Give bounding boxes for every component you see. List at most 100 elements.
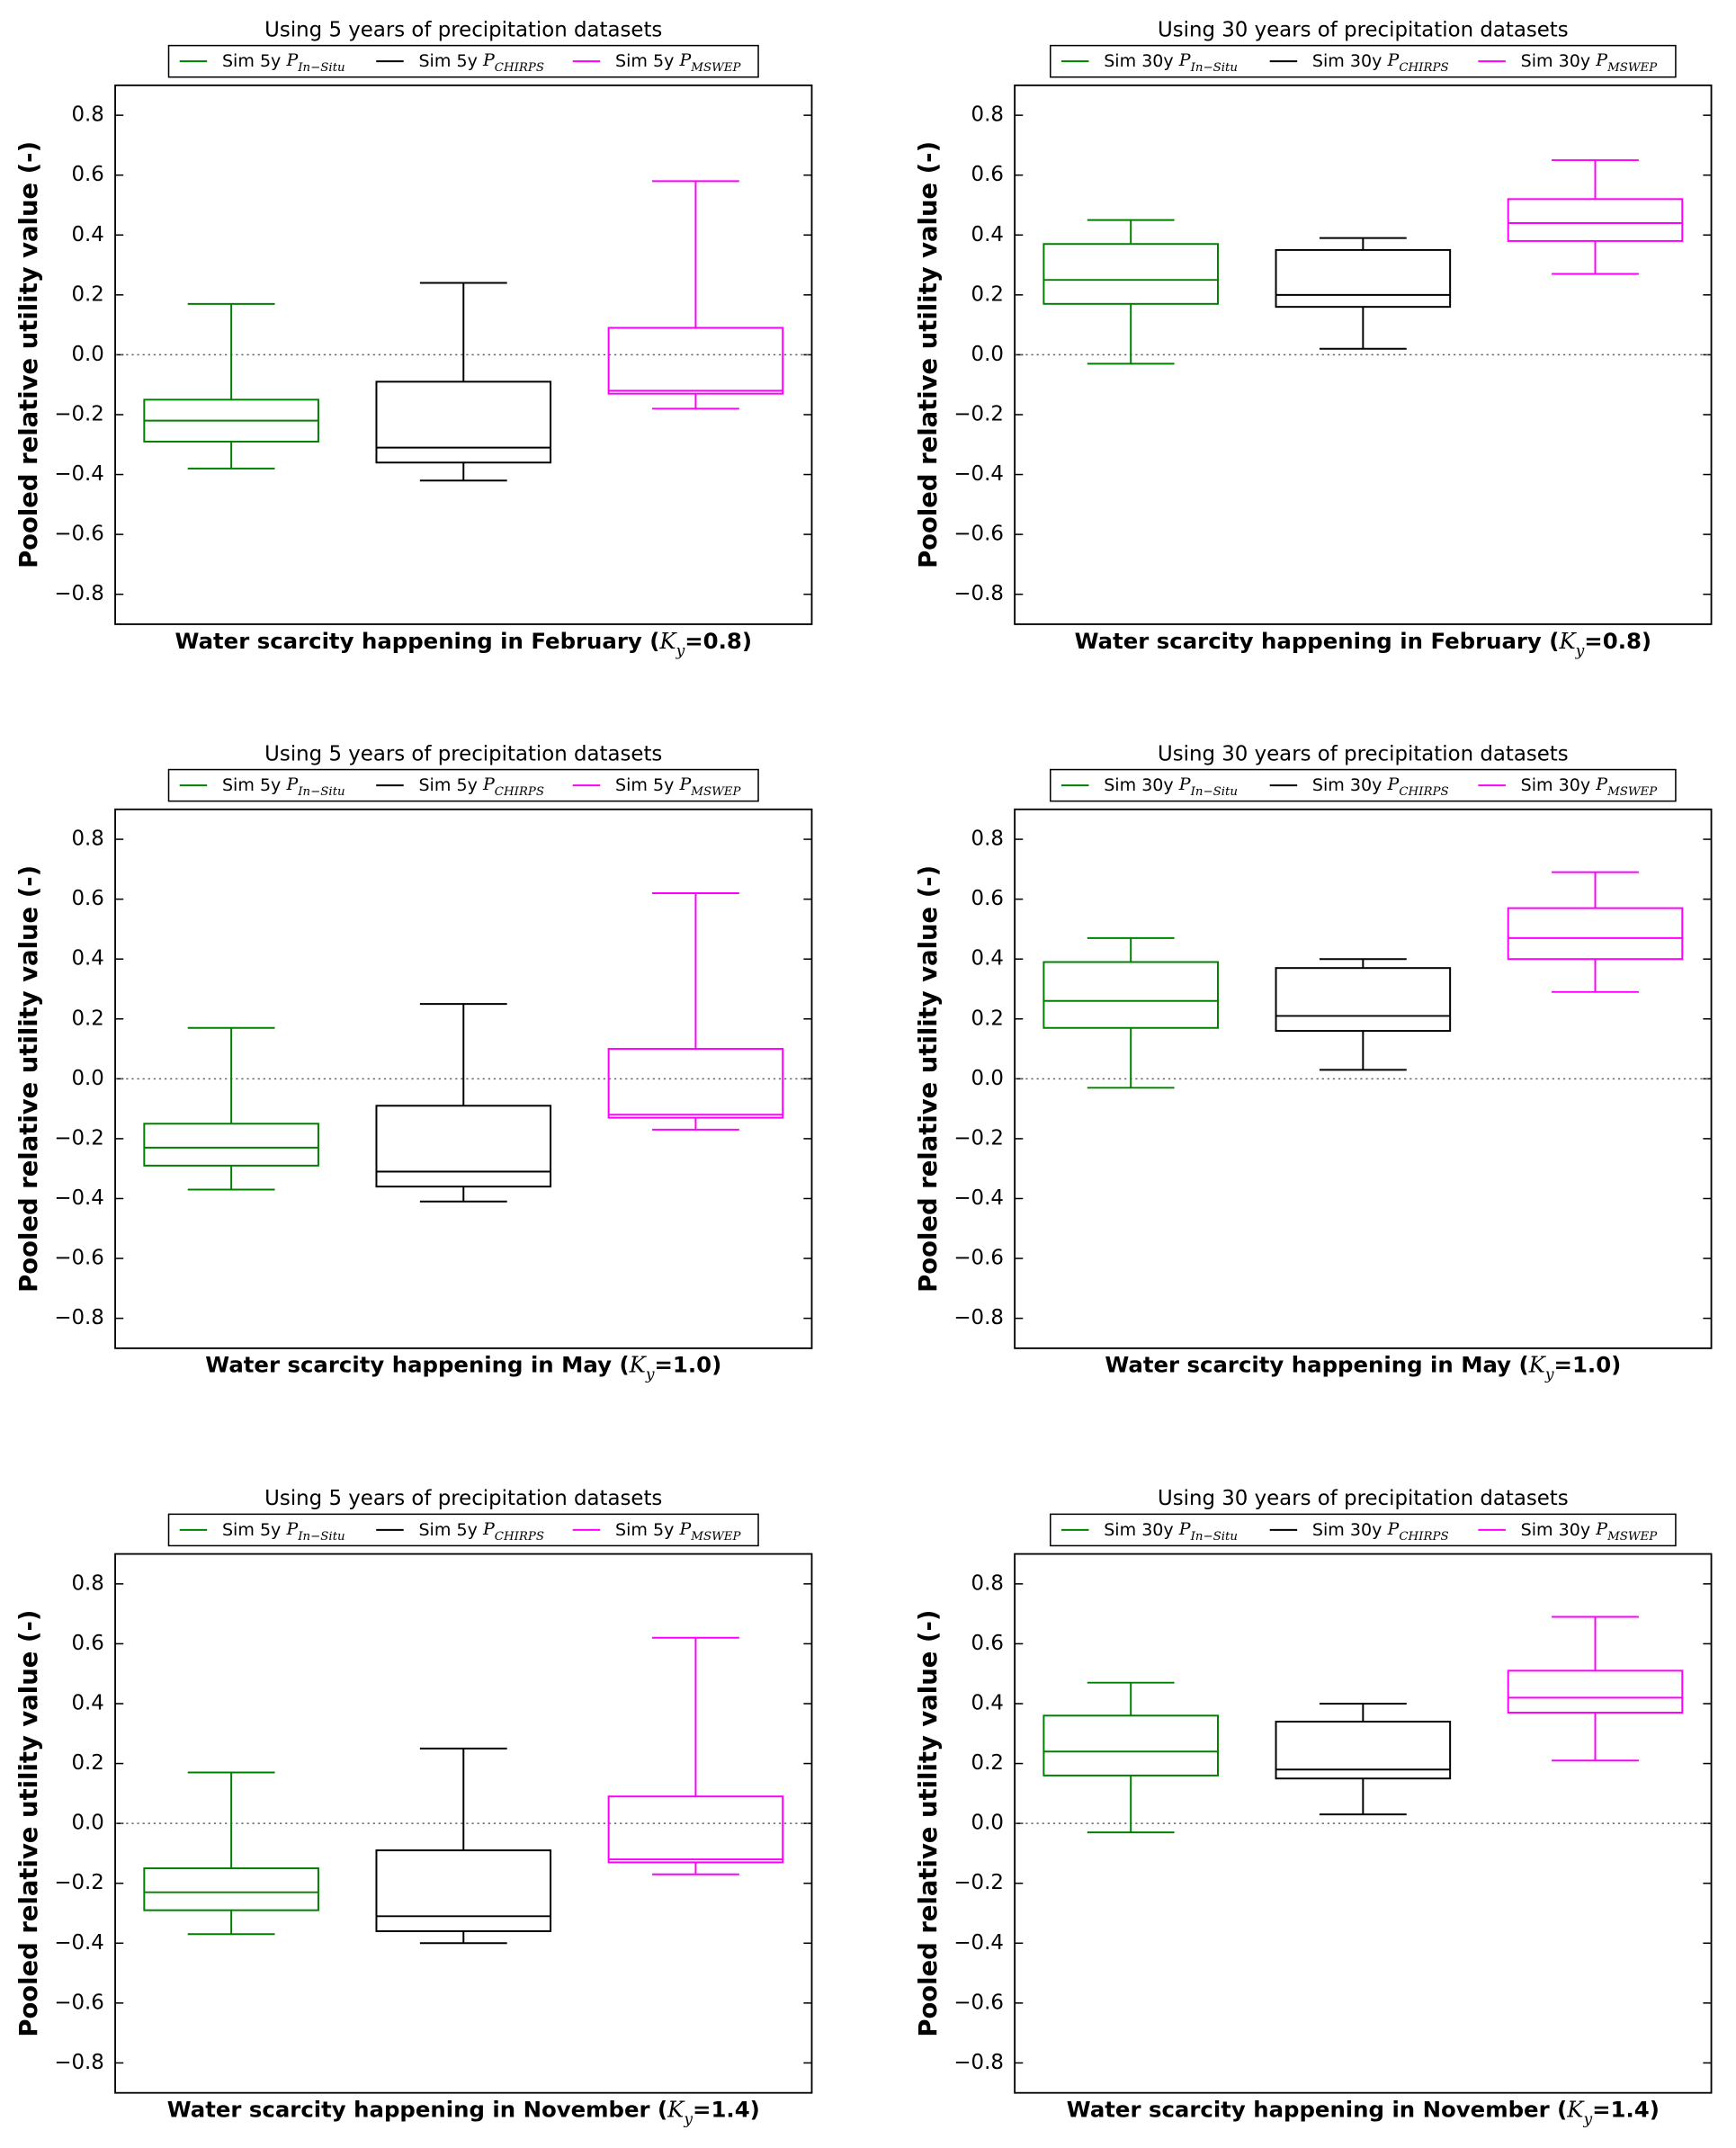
box <box>1507 907 1684 961</box>
legend-symbol: P <box>1387 1519 1400 1539</box>
legend-label: Sim 30y PMSWEP <box>1521 50 1659 75</box>
legend-subscript: MSWEP <box>1606 61 1658 75</box>
legend-label: Sim 30y PCHIRPS <box>1312 774 1449 799</box>
y-tick-label: 0.0 <box>971 1067 1004 1090</box>
legend-subscript: MSWEP <box>1606 1530 1658 1544</box>
x-axis-label: Water scarcity happening in February (Ky… <box>1075 627 1651 659</box>
legend-label: Sim 5y PIn−Situ <box>222 1519 345 1544</box>
chart-title: Using 30 years of precipitation datasets <box>1158 1487 1569 1510</box>
legend-name: Sim 30y <box>1521 775 1591 795</box>
legend-label: Sim 5y PMSWEP <box>615 774 742 799</box>
x-axis-label-part: y <box>1544 1365 1554 1383</box>
x-axis-label-part: K <box>667 2096 685 2122</box>
y-axis-label: Pooled relative utility value (-) <box>915 141 943 568</box>
legend-symbol: P <box>678 1519 692 1539</box>
y-tick-label: −0.6 <box>953 1991 1004 2014</box>
legend-label: Sim 30y PIn−Situ <box>1104 1519 1238 1544</box>
x-axis-label-part: Water scarcity happening in November ( <box>1067 2097 1567 2123</box>
legend-symbol: P <box>1595 1519 1608 1539</box>
legend-label: Sim 30y PMSWEP <box>1521 774 1659 799</box>
legend-label: Sim 5y PMSWEP <box>615 1519 742 1544</box>
y-tick-label: 0.2 <box>72 1007 104 1030</box>
x-axis-label-part: =1.0) <box>654 1352 721 1378</box>
y-axis-label: Pooled relative utility value (-) <box>15 1610 43 2037</box>
y-tick-label: −0.2 <box>54 1871 104 1894</box>
legend-label: Sim 30y PCHIRPS <box>1312 1519 1449 1544</box>
plot-frame <box>114 84 813 625</box>
plot-frame <box>114 808 813 1349</box>
x-axis-label: Water scarcity happening in February (Ky… <box>175 627 752 659</box>
chart-title: Using 5 years of precipitation datasets <box>264 742 662 765</box>
x-axis-label-part: y <box>683 2110 693 2128</box>
chart-title: Using 5 years of precipitation datasets <box>264 18 662 41</box>
y-tick-label: −0.2 <box>54 1126 104 1150</box>
y-tick-label: 0.0 <box>72 1812 104 1835</box>
plot-frame <box>1014 1553 1713 2094</box>
y-axis-label: Pooled relative utility value (-) <box>915 865 943 1293</box>
y-tick-label: −0.6 <box>953 1247 1004 1270</box>
legend-box <box>167 768 759 802</box>
y-axis-label: Pooled relative utility value (-) <box>15 865 43 1293</box>
y-tick-label: −0.6 <box>54 523 104 546</box>
box <box>1042 961 1219 1029</box>
x-axis-label-part: K <box>1566 2096 1585 2122</box>
x-axis-label-part: Water scarcity happening in February ( <box>175 628 660 654</box>
y-tick-label: 0.8 <box>72 103 104 127</box>
legend-label: Sim 5y PIn−Situ <box>222 774 345 799</box>
legend-box <box>1049 44 1677 78</box>
y-tick-label: −0.8 <box>54 582 104 605</box>
y-tick-label: 0.4 <box>72 223 104 246</box>
legend-symbol: P <box>1387 50 1400 70</box>
y-tick-label: −0.4 <box>953 462 1004 486</box>
box <box>1042 243 1219 305</box>
legend-symbol: P <box>1595 774 1608 794</box>
y-tick-label: 0.8 <box>971 103 1004 127</box>
y-tick-label: 0.4 <box>971 223 1004 246</box>
legend-label: Sim 5y PMSWEP <box>615 50 742 75</box>
x-axis-label-part: =1.4) <box>1592 2097 1660 2123</box>
y-tick-label: 0.6 <box>72 887 104 910</box>
box <box>1507 198 1684 242</box>
legend-label: Sim 5y PIn−Situ <box>222 50 345 75</box>
box <box>375 1849 552 1932</box>
legend-label: Sim 5y PCHIRPS <box>418 1519 544 1544</box>
legend-name: Sim 5y <box>615 51 674 71</box>
y-tick-label: 0.2 <box>971 1007 1004 1030</box>
legend-label: Sim 30y PIn−Situ <box>1104 774 1238 799</box>
y-tick-label: 0.6 <box>971 163 1004 186</box>
legend-symbol: P <box>1595 50 1608 70</box>
legend-box <box>167 1513 759 1547</box>
legend-subscript: In−Situ <box>297 785 345 799</box>
y-tick-label: 0.6 <box>971 1632 1004 1655</box>
y-tick-label: 0.0 <box>72 343 104 366</box>
x-axis-label-part: y <box>1575 641 1585 659</box>
box <box>1275 248 1452 309</box>
y-tick-label: 0.8 <box>971 1571 1004 1595</box>
box <box>375 380 552 464</box>
y-tick-label: 0.2 <box>971 1751 1004 1775</box>
x-axis-label-part: Water scarcity happening in November ( <box>167 2097 667 2123</box>
legend-name: Sim 5y <box>418 51 477 71</box>
y-tick-label: −0.4 <box>953 1931 1004 1955</box>
box <box>1042 1714 1219 1777</box>
legend-name: Sim 5y <box>222 51 281 71</box>
plot-frame <box>114 1553 813 2094</box>
legend-symbol: P <box>1178 774 1192 794</box>
legend-subscript: CHIRPS <box>1399 1530 1448 1544</box>
x-axis-label: Water scarcity happening in May (Ky=1.0) <box>205 1351 721 1383</box>
x-axis-label-part: y <box>645 1365 655 1383</box>
x-axis-label-part: =1.0) <box>1554 1352 1622 1378</box>
legend-name: Sim 30y <box>1521 51 1591 71</box>
legend-label: Sim 30y PIn−Situ <box>1104 50 1238 75</box>
y-tick-label: 0.4 <box>971 947 1004 971</box>
legend-name: Sim 30y <box>1104 1519 1174 1539</box>
x-axis-label: Water scarcity happening in November (Ky… <box>167 2096 760 2128</box>
legend-subscript: CHIRPS <box>1399 785 1448 799</box>
y-tick-label: −0.8 <box>54 2051 104 2074</box>
y-tick-label: −0.2 <box>953 1871 1004 1894</box>
legend-subscript: MSWEP <box>690 61 741 75</box>
legend-subscript: CHIRPS <box>1399 61 1448 75</box>
y-tick-label: 0.4 <box>72 947 104 971</box>
y-tick-label: −0.2 <box>54 402 104 425</box>
